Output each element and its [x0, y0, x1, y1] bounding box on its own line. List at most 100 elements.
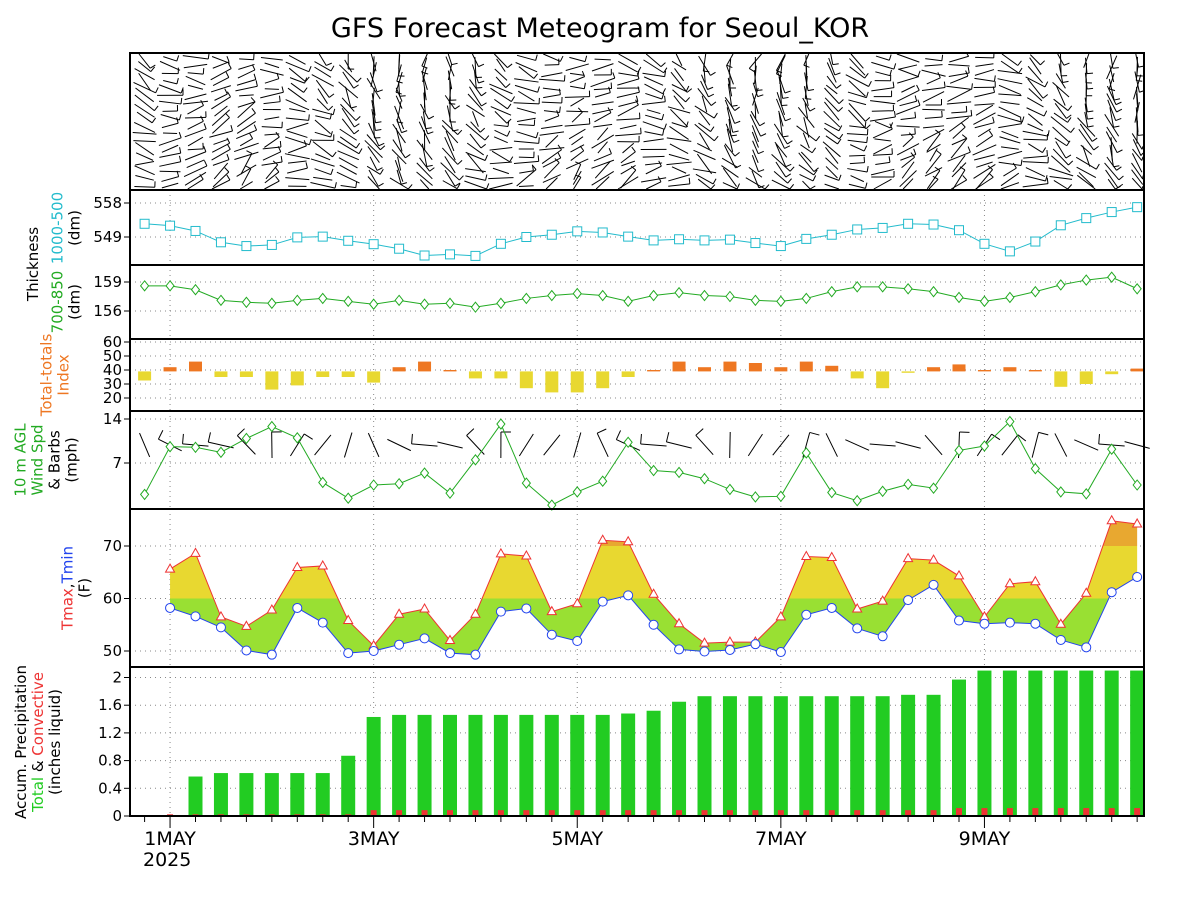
- surface-wind-barb: [543, 434, 561, 456]
- thickness-700-850-point: [216, 294, 226, 307]
- tmin-point: [674, 644, 685, 655]
- y-label-segment: Total-totals: [38, 334, 56, 418]
- precip-total-bar: [443, 714, 457, 816]
- thickness-700-850-point: [903, 282, 913, 295]
- upper-air-barb-flag: [685, 85, 690, 92]
- upper-air-barb-flag: [505, 83, 511, 89]
- tmax-point: [648, 588, 659, 598]
- surface-wind-barb: [437, 441, 463, 449]
- tmin-point: [801, 609, 812, 620]
- upper-air-barb: [469, 133, 482, 149]
- y-tick-label-558: 558: [93, 194, 122, 212]
- upper-air-barb-flag: [1067, 105, 1073, 111]
- upper-air-barb: [237, 101, 256, 108]
- upper-air-barb-flag: [484, 154, 488, 161]
- upper-air-barb: [444, 156, 456, 174]
- thickness-1000-500-point: [241, 241, 252, 252]
- upper-air-barb: [161, 144, 179, 153]
- upper-air-barb-flag: [889, 69, 892, 76]
- thickness-1000-500-panel: 558 549: [93, 189, 1145, 266]
- upper-air-barb: [591, 134, 615, 149]
- upper-air-barb: [901, 161, 915, 179]
- upper-air-barb: [138, 53, 151, 69]
- upper-air-barb: [798, 152, 815, 172]
- tmax-point: [419, 602, 430, 613]
- upper-air-barb: [338, 81, 359, 99]
- upper-air-barb: [467, 153, 484, 174]
- upper-air-barb: [516, 107, 537, 114]
- thickness-1000-500-point: [979, 238, 990, 249]
- upper-air-barb: [236, 164, 257, 177]
- thickness-1000-500-point: [317, 231, 328, 242]
- upper-air-barb: [1084, 103, 1088, 120]
- upper-air-barb: [1048, 167, 1074, 177]
- precip-total-bar: [672, 701, 687, 816]
- upper-air-barb: [260, 68, 284, 76]
- upper-air-barb: [975, 56, 994, 59]
- upper-air-barb: [369, 72, 378, 93]
- upper-air-barb: [824, 101, 840, 121]
- upper-air-barb: [136, 111, 153, 124]
- upper-air-barb: [1109, 65, 1115, 83]
- upper-air-barb: [183, 63, 208, 69]
- upper-air-barb: [875, 71, 891, 77]
- upper-air-barb-flag: [537, 155, 540, 162]
- upper-air-barb: [518, 90, 535, 102]
- upper-air-barb: [952, 154, 966, 173]
- wind-speed-line: [144, 420, 1138, 506]
- thickness-700-850-line: [144, 276, 1138, 308]
- upper-air-barb-flag: [279, 140, 282, 148]
- upper-air-barb: [314, 168, 332, 176]
- tmin-point: [724, 644, 735, 655]
- upper-air-barb-flag: [230, 125, 233, 132]
- upper-air-barb-flag: [507, 120, 510, 127]
- upper-air-barb-flag: [635, 99, 639, 106]
- surface-wind-barb: [1074, 439, 1099, 451]
- upper-air-barb-flag: [375, 129, 382, 132]
- upper-air-barb: [544, 115, 559, 122]
- upper-air-barb: [421, 53, 428, 67]
- upper-air-barb: [516, 117, 536, 122]
- thickness-700-850-point: [547, 289, 557, 302]
- upper-air-barb: [849, 162, 865, 165]
- tmin-point: [979, 618, 990, 629]
- upper-air-barb-flag: [866, 136, 868, 143]
- thickness-700-850-point: [165, 280, 175, 292]
- upper-air-barb-flag: [457, 159, 463, 165]
- upper-air-barb: [643, 138, 664, 143]
- y-tick-label-549: 549: [93, 228, 122, 246]
- upper-air-barb-flag: [178, 131, 182, 138]
- wind-speed-point: [445, 487, 455, 499]
- precip-total-bar: [264, 773, 279, 816]
- tmax-point: [164, 563, 176, 573]
- upper-air-barb: [239, 94, 254, 97]
- upper-air-barb: [951, 179, 967, 190]
- upper-air-barb: [666, 137, 692, 142]
- upper-air-barb: [899, 100, 917, 107]
- thickness-700-850-point: [979, 295, 990, 308]
- thickness-700-850-point: [1030, 285, 1040, 298]
- upper-air-barb-flag: [226, 143, 231, 150]
- upper-air-barb: [564, 123, 590, 127]
- y-tick-label-7: 7: [112, 454, 122, 472]
- upper-air-barb: [1001, 130, 1019, 139]
- wind-speed-point: [139, 488, 150, 501]
- upper-air-barb: [368, 169, 379, 187]
- precip-total-bar: [468, 714, 483, 816]
- upper-air-barb: [314, 119, 331, 135]
- upper-air-barb: [518, 66, 535, 79]
- upper-air-barb-flag: [730, 134, 737, 137]
- upper-air-barb-flag: [457, 129, 463, 135]
- upper-air-barb-flag: [557, 152, 562, 159]
- tmax-point: [724, 636, 736, 646]
- upper-air-barb: [1106, 156, 1117, 171]
- thickness-1000-500-point: [190, 225, 201, 236]
- upper-air-barb: [1078, 128, 1095, 151]
- upper-air-barb: [1053, 112, 1068, 123]
- upper-air-barb: [237, 101, 256, 119]
- total-totals-bar: [214, 371, 228, 377]
- upper-air-barb: [314, 66, 332, 78]
- upper-air-barb: [339, 164, 357, 175]
- upper-air-barb: [751, 154, 759, 172]
- upper-air-barb: [1052, 148, 1069, 166]
